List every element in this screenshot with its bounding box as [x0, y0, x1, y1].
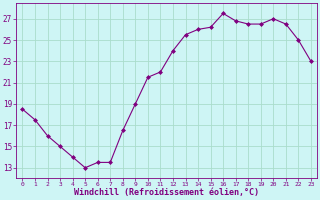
X-axis label: Windchill (Refroidissement éolien,°C): Windchill (Refroidissement éolien,°C)	[74, 188, 259, 197]
